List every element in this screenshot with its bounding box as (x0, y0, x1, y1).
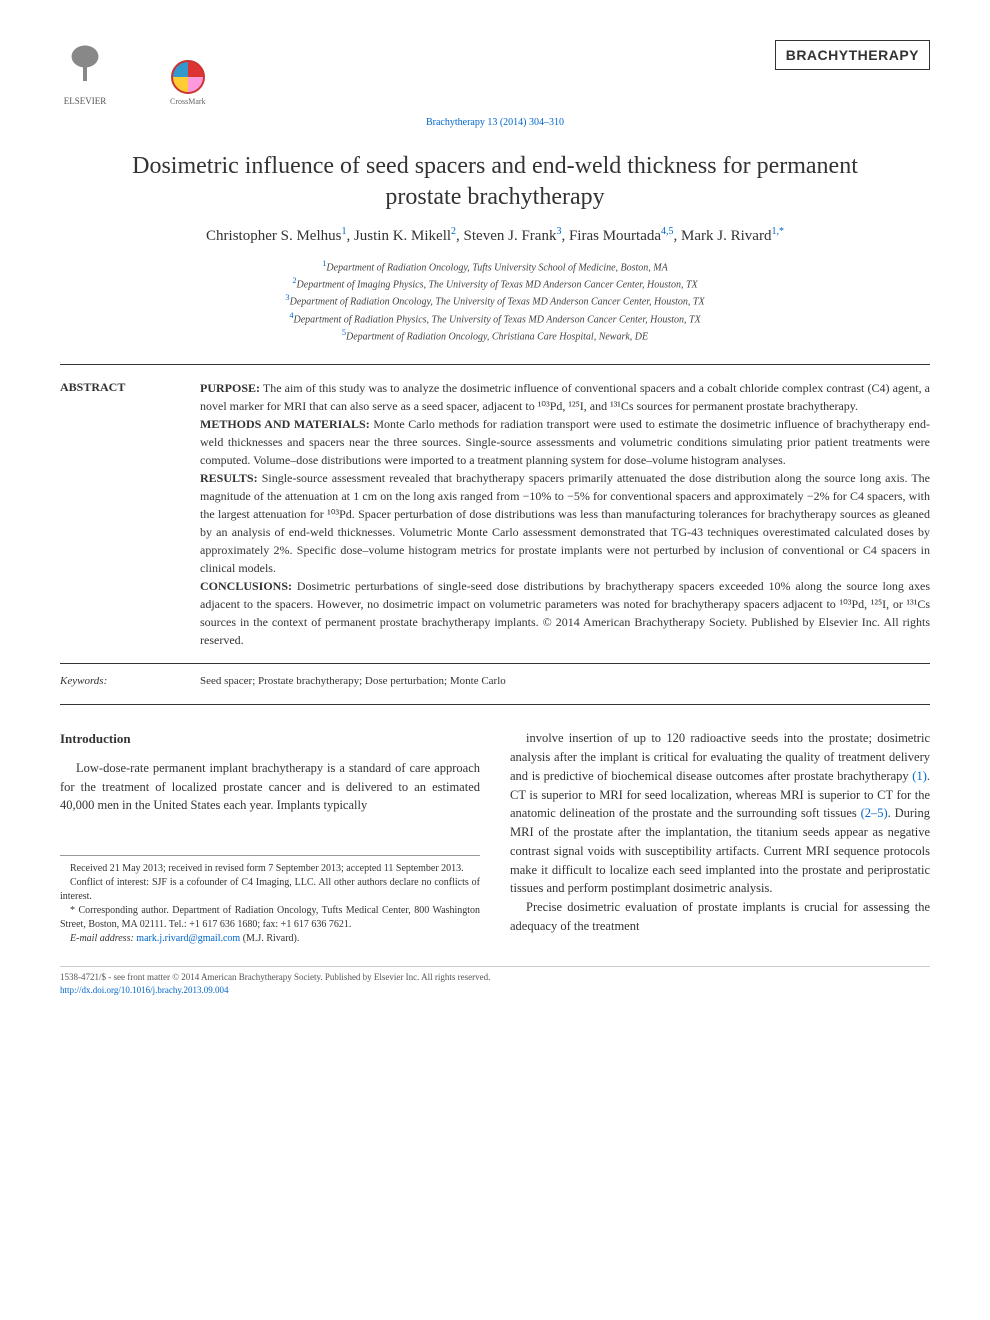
crossmark-label: CrossMark (170, 96, 206, 108)
methods-label: METHODS AND MATERIALS: (200, 417, 370, 431)
purpose-text: The aim of this study was to analyze the… (200, 381, 930, 413)
email-suffix: (M.J. Rivard). (240, 933, 299, 944)
body-column-left: Introduction Low-dose-rate permanent imp… (60, 729, 480, 946)
keywords-text: Seed spacer; Prostate brachytherapy; Dos… (200, 674, 506, 690)
conclusions-text: Dosimetric perturbations of single-seed … (200, 579, 930, 647)
mid-rule-2 (60, 704, 930, 705)
body-column-right: involve insertion of up to 120 radioacti… (510, 729, 930, 946)
publisher-logo: ELSEVIER (60, 40, 110, 108)
footnote-conflict: Conflict of interest: SJF is a cofounder… (60, 876, 480, 904)
conclusions-label: CONCLUSIONS: (200, 579, 292, 593)
intro-paragraph-2: involve insertion of up to 120 radioacti… (510, 729, 930, 898)
purpose-label: PURPOSE: (200, 381, 260, 395)
elsevier-tree-icon (60, 40, 110, 95)
abstract-body: PURPOSE: The aim of this study was to an… (200, 379, 930, 649)
copyright-line: 1538-4721/$ - see front matter © 2014 Am… (60, 971, 930, 984)
crossmark-icon (171, 60, 205, 94)
citation-line: Brachytherapy 13 (2014) 304–310 (60, 116, 930, 131)
abstract-label-column: ABSTRACT (60, 379, 170, 649)
results-label: RESULTS: (200, 471, 258, 485)
article-title: Dosimetric influence of seed spacers and… (100, 151, 890, 213)
author-list: Christopher S. Melhus1, Justin K. Mikell… (60, 225, 930, 248)
page-footer: 1538-4721/$ - see front matter © 2014 Am… (60, 966, 930, 997)
page-header: ELSEVIER CrossMark BRACHYTHERAPY (60, 40, 930, 108)
footnote-email: E-mail address: mark.j.rivard@gmail.com … (60, 932, 480, 946)
results-text: Single-source assessment revealed that b… (200, 471, 930, 575)
email-label: E-mail address: (70, 933, 136, 944)
corresponding-email-link[interactable]: mark.j.rivard@gmail.com (136, 933, 240, 944)
intro-heading: Introduction (60, 729, 480, 749)
affiliations: 1Department of Radiation Oncology, Tufts… (60, 258, 930, 345)
top-rule (60, 364, 930, 365)
crossmark-badge[interactable]: CrossMark (170, 60, 206, 108)
doi-link[interactable]: http://dx.doi.org/10.1016/j.brachy.2013.… (60, 985, 229, 995)
intro-paragraph-1: Low-dose-rate permanent implant brachyth… (60, 759, 480, 815)
keywords-row: Keywords: Seed spacer; Prostate brachyth… (60, 674, 930, 690)
journal-name-box: BRACHYTHERAPY (775, 40, 930, 70)
keywords-label: Keywords: (60, 674, 170, 690)
footnote-received: Received 21 May 2013; received in revise… (60, 862, 480, 876)
footnotes-block: Received 21 May 2013; received in revise… (60, 855, 480, 946)
footnote-corresponding: * Corresponding author. Department of Ra… (60, 904, 480, 932)
body-columns: Introduction Low-dose-rate permanent imp… (60, 729, 930, 946)
abstract-label: ABSTRACT (60, 379, 170, 396)
publisher-label: ELSEVIER (64, 95, 107, 108)
mid-rule-1 (60, 663, 930, 664)
abstract-block: ABSTRACT PURPOSE: The aim of this study … (60, 379, 930, 649)
header-left-group: ELSEVIER CrossMark (60, 40, 206, 108)
intro-paragraph-3: Precise dosimetric evaluation of prostat… (510, 898, 930, 936)
